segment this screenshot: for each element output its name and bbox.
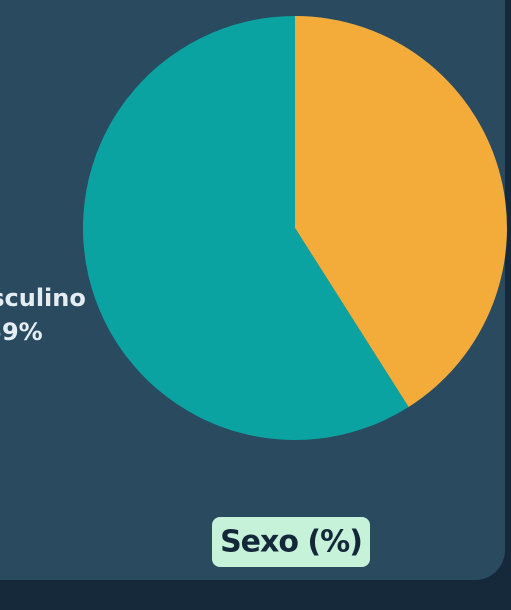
pie-slice xyxy=(82,16,409,440)
slice-value-label: 59% xyxy=(0,318,43,346)
pie xyxy=(82,16,507,440)
chart-title: Sexo (%) xyxy=(220,525,362,560)
slice-label: Masculino xyxy=(0,284,86,312)
pie-slice xyxy=(295,16,507,407)
title-box xyxy=(212,517,370,567)
